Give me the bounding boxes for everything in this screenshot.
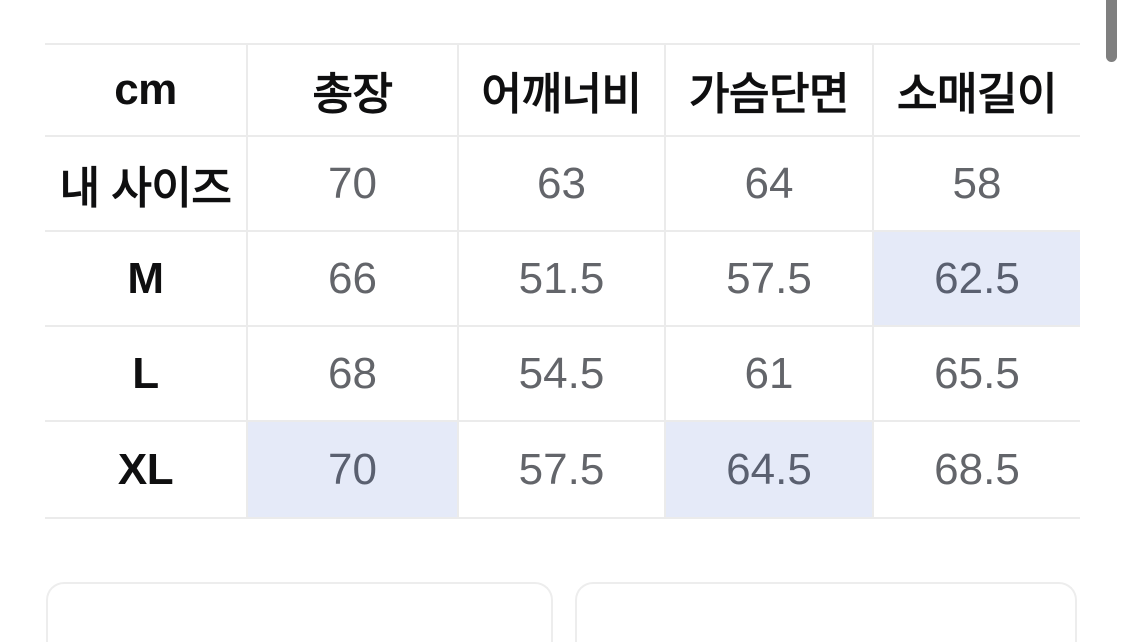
cell-my-size-sleeve-length: 58 (874, 137, 1080, 232)
row-label-l: L (45, 327, 248, 422)
cell-xl-chest-width-highlighted: 64.5 (666, 422, 874, 517)
scrollbar-thumb[interactable] (1106, 0, 1117, 62)
row-label-m: M (45, 232, 248, 327)
cell-m-shoulder-width: 51.5 (459, 232, 666, 327)
unit-header-cell: cm (45, 45, 248, 137)
cell-xl-shoulder-width: 57.5 (459, 422, 666, 517)
cell-my-size-shoulder-width: 63 (459, 137, 666, 232)
cell-my-size-total-length: 70 (248, 137, 459, 232)
row-label-xl: XL (45, 422, 248, 517)
bottom-card-right[interactable] (575, 582, 1077, 642)
header-total-length: 총장 (248, 45, 459, 137)
cell-m-sleeve-length-highlighted: 62.5 (874, 232, 1080, 327)
cell-l-chest-width: 61 (666, 327, 874, 422)
row-label-my-size: 내 사이즈 (45, 137, 248, 232)
cell-xl-total-length-highlighted: 70 (248, 422, 459, 517)
cell-xl-sleeve-length: 68.5 (874, 422, 1080, 517)
cell-m-chest-width: 57.5 (666, 232, 874, 327)
size-spec-table: cm 총장 어깨너비 가슴단면 소매길이 내 사이즈 70 63 64 58 M… (45, 43, 1080, 519)
header-shoulder-width: 어깨너비 (459, 45, 666, 137)
header-chest-width: 가슴단면 (666, 45, 874, 137)
cell-l-sleeve-length: 65.5 (874, 327, 1080, 422)
cell-m-total-length: 66 (248, 232, 459, 327)
header-sleeve-length: 소매길이 (874, 45, 1080, 137)
bottom-card-left[interactable] (46, 582, 553, 642)
cell-l-total-length: 68 (248, 327, 459, 422)
cell-my-size-chest-width: 64 (666, 137, 874, 232)
cell-l-shoulder-width: 54.5 (459, 327, 666, 422)
